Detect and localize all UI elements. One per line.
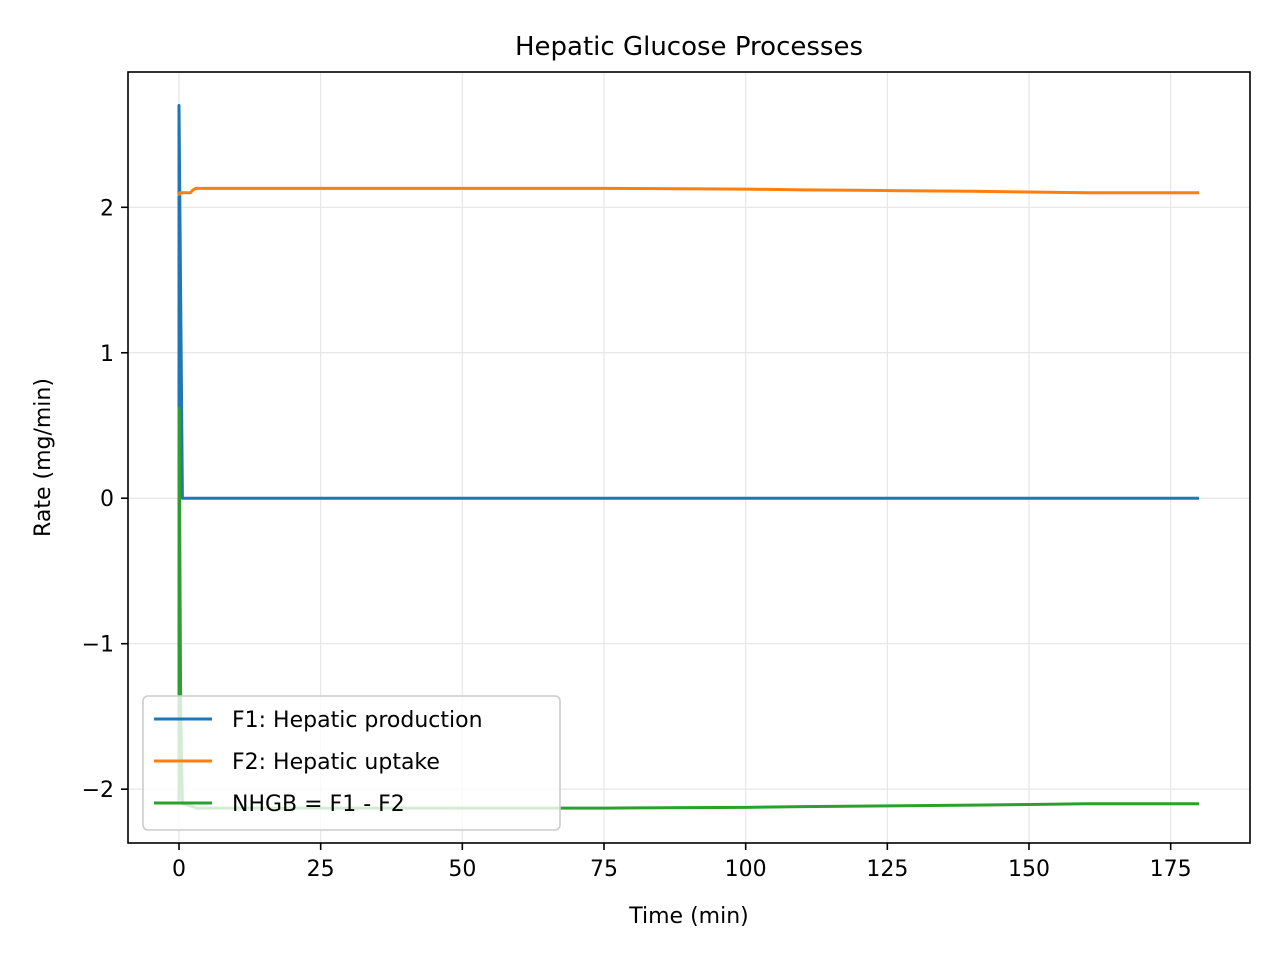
y-tick-label: −1: [82, 633, 114, 658]
y-tick-label: 0: [100, 487, 114, 512]
legend-label: F2: Hepatic uptake: [232, 750, 440, 775]
chart-title: Hepatic Glucose Processes: [515, 32, 863, 62]
x-axis-label: Time (min): [628, 904, 749, 929]
x-tick-label: 25: [307, 857, 335, 882]
y-tick-label: 1: [100, 342, 114, 367]
x-tick-label: 75: [590, 857, 618, 882]
x-tick-label: 175: [1150, 857, 1192, 882]
legend-label: NHGB = F1 - F2: [232, 792, 405, 817]
legend-label: F1: Hepatic production: [232, 708, 483, 733]
x-tick-label: 125: [866, 857, 908, 882]
series-line-1: [177, 103, 1199, 500]
axes-layer: 0 25 50 75 100 125 150 175 −2 −1 0 1 2: [82, 71, 1251, 882]
series-line-2: [177, 186, 1199, 196]
x-tick-label: 0: [172, 857, 186, 882]
legend: F1: Hepatic production F2: Hepatic uptake…: [142, 695, 561, 831]
plot-frame: [127, 71, 1251, 844]
y-axis-label: Rate (mg/min): [31, 378, 56, 537]
x-tick-label: 100: [725, 857, 767, 882]
y-tick-label: 2: [100, 196, 114, 221]
y-tick-label: −2: [82, 778, 114, 803]
x-tick-label: 150: [1008, 857, 1050, 882]
legend-box: [142, 695, 561, 831]
x-tick-label: 50: [448, 857, 476, 882]
